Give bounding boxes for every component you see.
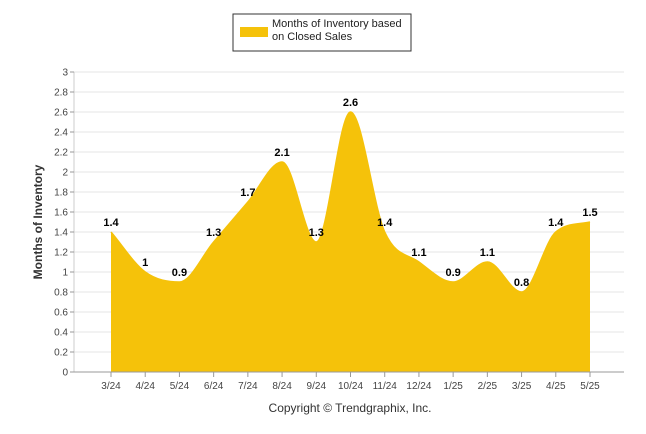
y-tick-label: 1.8: [54, 188, 68, 199]
x-tick-label: 9/24: [307, 381, 327, 392]
area-fill: [111, 112, 590, 372]
y-tick-label: 2: [62, 168, 68, 179]
x-tick-label: 6/24: [204, 381, 224, 392]
data-label: 1.3: [206, 227, 221, 239]
x-tick-labels: 3/24 4/24 5/24 6/24 7/24 8/24 9/24 10/24 11/24 12…: [101, 381, 600, 392]
x-tick-label: 5/25: [580, 381, 600, 392]
legend-label-line-1: Months of Inventory based: [272, 18, 402, 30]
x-tick-label: 3/25: [512, 381, 532, 392]
y-tick-labels: 0 0.2 0.4 0.6 0.8 1 1.2 1.4 1.6 1.8 2 2.2 2.4 2.6 2.8 3: [54, 68, 68, 379]
data-label: 1.3: [309, 227, 324, 239]
data-labels: 1.4 1 0.9 1.3 1.7 2.1 1.3 2.6 1.4 1.1 0.9 1.1 0.8 1.4…: [103, 97, 597, 289]
y-tick-label: 3: [62, 68, 68, 79]
x-tick-label: 4/24: [135, 381, 155, 392]
y-tick-label: 2.4: [54, 128, 68, 139]
x-tick-label: 3/24: [101, 381, 121, 392]
y-tick-label: 1: [62, 268, 68, 279]
x-tick-label: 2/25: [478, 381, 498, 392]
data-label: 0.9: [445, 267, 460, 279]
x-tick-label: 11/24: [373, 381, 398, 392]
x-tick-label: 8/24: [272, 381, 292, 392]
data-label: 1: [142, 257, 148, 269]
data-label: 1.4: [548, 217, 564, 229]
data-label: 1.5: [582, 207, 597, 219]
area-series: [110, 111, 591, 372]
data-label: 0.9: [172, 267, 187, 279]
legend-label-line-2: on Closed Sales: [272, 31, 353, 43]
data-label: 0.8: [514, 277, 529, 289]
legend[interactable]: Months of Inventory based on Closed Sale…: [232, 13, 412, 52]
y-tick-label: 0: [62, 368, 68, 379]
x-tick-label: 10/24: [338, 381, 363, 392]
x-tick-label: 12/24: [406, 381, 431, 392]
data-label: 2.1: [274, 147, 289, 159]
y-axis-title: Months of Inventory: [31, 164, 45, 279]
data-label: 1.7: [240, 187, 255, 199]
data-label: 1.1: [411, 247, 426, 259]
x-tick-label: 5/24: [170, 381, 190, 392]
data-label: 1.4: [103, 217, 119, 229]
y-tick-label: 1.6: [54, 208, 68, 219]
y-tick-label: 2.6: [54, 108, 68, 119]
series-line: [110, 111, 591, 293]
y-tick-label: 0.8: [54, 288, 68, 299]
y-tick-label: 2.2: [54, 148, 68, 159]
data-label: 2.6: [343, 97, 358, 109]
y-tick-label: 1.2: [54, 248, 68, 259]
x-tick-label: 7/24: [238, 381, 258, 392]
x-tick-label: 4/25: [546, 381, 566, 392]
y-tick-label: 0.4: [54, 328, 68, 339]
x-tick-label: 1/25: [443, 381, 463, 392]
data-label: 1.4: [377, 217, 393, 229]
legend-swatch: [240, 27, 268, 37]
y-tick-label: 2.8: [54, 88, 68, 99]
y-tick-label: 0.2: [54, 348, 68, 359]
data-label: 1.1: [480, 247, 495, 259]
axes: [70, 71, 624, 377]
copyright-footer: Copyright © Trendgraphix, Inc.: [269, 401, 432, 415]
y-tick-label: 0.6: [54, 308, 68, 319]
y-tick-label: 1.4: [54, 228, 68, 239]
